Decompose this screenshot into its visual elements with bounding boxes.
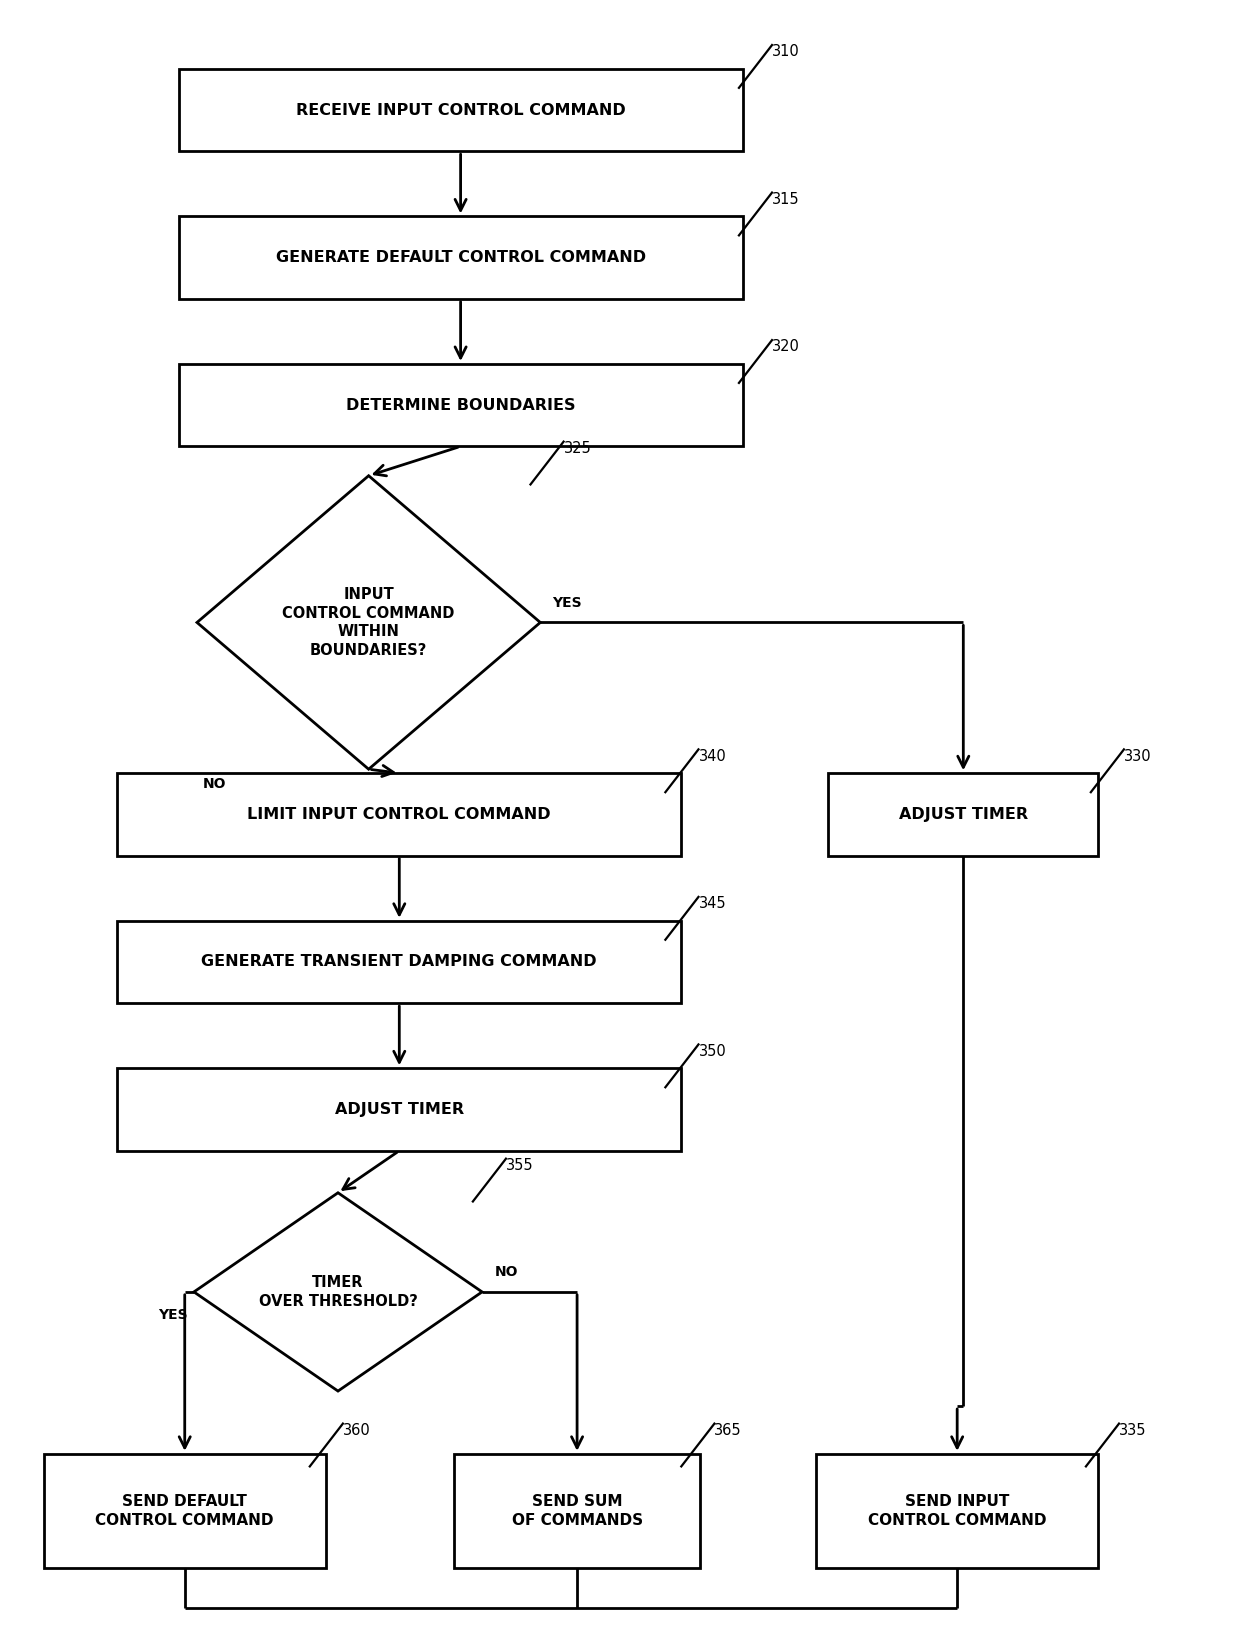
Bar [816,1454,1099,1568]
Bar [43,1454,326,1568]
Text: 310: 310 [773,44,800,59]
Text: NO: NO [203,777,227,792]
Text: INPUT
CONTROL COMMAND
WITHIN
BOUNDARIES?: INPUT CONTROL COMMAND WITHIN BOUNDARIES? [283,588,455,658]
Text: 315: 315 [773,193,800,207]
Text: 355: 355 [506,1159,533,1173]
Bar [118,1069,681,1151]
Bar [455,1454,699,1568]
Text: GENERATE DEFAULT CONTROL COMMAND: GENERATE DEFAULT CONTROL COMMAND [275,250,646,264]
Bar [179,364,743,447]
Polygon shape [193,1193,482,1390]
Text: YES: YES [159,1307,187,1322]
Text: SEND SUM
OF COMMANDS: SEND SUM OF COMMANDS [512,1493,642,1528]
Text: RECEIVE INPUT CONTROL COMMAND: RECEIVE INPUT CONTROL COMMAND [295,103,625,118]
Text: NO: NO [495,1265,518,1279]
Bar [118,920,681,1004]
Text: 335: 335 [1118,1423,1147,1438]
Text: DETERMINE BOUNDARIES: DETERMINE BOUNDARIES [346,398,575,413]
Text: 345: 345 [698,896,727,911]
Bar [179,217,743,299]
Bar [118,774,681,855]
Text: GENERATE TRANSIENT DAMPING COMMAND: GENERATE TRANSIENT DAMPING COMMAND [201,955,598,969]
Text: 330: 330 [1123,749,1152,764]
Text: SEND DEFAULT
CONTROL COMMAND: SEND DEFAULT CONTROL COMMAND [95,1493,274,1528]
Polygon shape [197,475,541,769]
Text: ADJUST TIMER: ADJUST TIMER [899,806,1028,823]
Bar [179,69,743,152]
Text: 320: 320 [773,339,800,354]
Text: 350: 350 [698,1044,727,1059]
Text: 365: 365 [714,1423,742,1438]
Text: TIMER
OVER THRESHOLD?: TIMER OVER THRESHOLD? [259,1275,418,1309]
Text: ADJUST TIMER: ADJUST TIMER [335,1102,464,1116]
Text: YES: YES [553,596,583,610]
Text: 340: 340 [698,749,727,764]
Text: SEND INPUT
CONTROL COMMAND: SEND INPUT CONTROL COMMAND [868,1493,1047,1528]
Bar [828,774,1099,855]
Text: 325: 325 [564,441,591,455]
Text: 360: 360 [343,1423,371,1438]
Text: LIMIT INPUT CONTROL COMMAND: LIMIT INPUT CONTROL COMMAND [248,806,551,823]
